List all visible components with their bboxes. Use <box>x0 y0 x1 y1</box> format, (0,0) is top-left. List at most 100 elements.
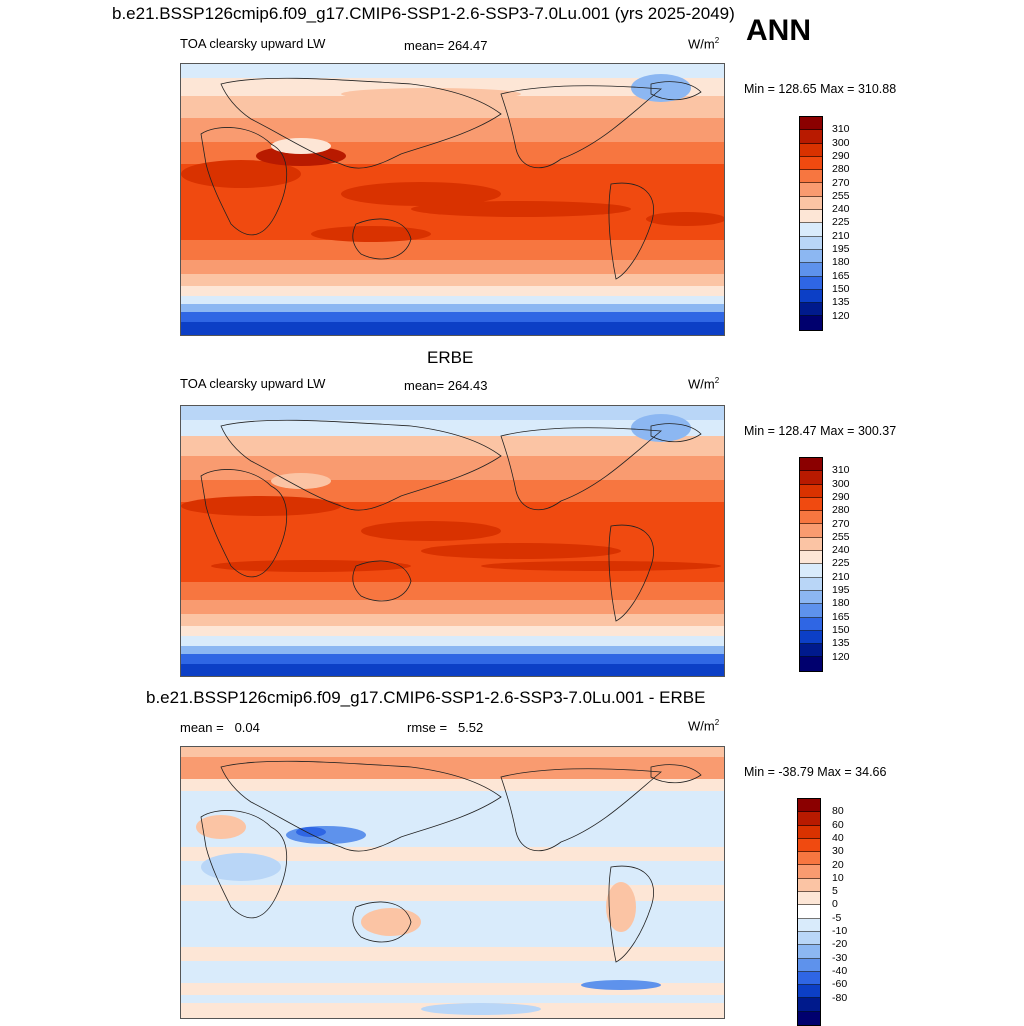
colorbar-block <box>800 617 822 631</box>
colorbar-block <box>798 945 820 959</box>
colorbar-tick-label: -30 <box>832 951 848 964</box>
colorbar-block <box>798 812 820 826</box>
panel-obs-minmax: Min = 128.47 Max = 300.37 <box>744 424 897 438</box>
colorbar-tick-label: 165 <box>832 610 850 623</box>
colorbar-block <box>798 825 820 839</box>
colorbar-tick-label: -60 <box>832 978 848 991</box>
panel-obs-title: ERBE <box>427 348 474 367</box>
colorbar-tick-label: 210 <box>832 229 850 242</box>
colorbar-block <box>798 878 820 893</box>
colorbar-tick-label: 270 <box>832 517 850 530</box>
panel-model-map <box>180 63 725 336</box>
panel-diff-map <box>180 746 725 1019</box>
colorbar-block <box>800 471 822 485</box>
colorbar-tick-label: -80 <box>832 991 848 1004</box>
colorbar-tick-label: 195 <box>832 243 850 255</box>
panel-obs-units: W/m2 <box>688 376 720 392</box>
colorbar-block <box>800 551 822 565</box>
panel-obs-map <box>180 405 725 677</box>
colorbar-tick-label: 135 <box>832 637 850 650</box>
colorbar-tick-label: 30 <box>832 845 844 858</box>
colorbar-block <box>800 117 822 131</box>
colorbar-tick-label: 300 <box>832 477 850 490</box>
colorbar-block <box>798 971 820 986</box>
colorbar-tick-label: 255 <box>832 530 850 543</box>
colorbar-tick-label: 310 <box>832 464 850 477</box>
colorbar-block <box>798 958 820 972</box>
colorbar-tick-label: 40 <box>832 831 844 844</box>
colorbar-tick-label: 180 <box>832 597 850 610</box>
colorbar-block <box>798 852 820 866</box>
colorbar-tick-label: -10 <box>832 925 848 937</box>
colorbar-block <box>800 276 822 290</box>
colorbar-block <box>800 130 822 144</box>
panel-model-mean: mean= 264.47 <box>404 38 488 53</box>
panel-obs-colorbar <box>799 457 823 672</box>
colorbar-tick-label: 280 <box>832 504 850 517</box>
colorbar-block <box>798 865 820 879</box>
colorbar-tick-label: 280 <box>832 163 850 176</box>
colorbar-block <box>800 644 822 658</box>
colorbar-block <box>800 183 822 197</box>
colorbar-block <box>798 838 820 853</box>
colorbar-tick-label: -40 <box>832 964 848 977</box>
colorbar-block <box>798 799 820 813</box>
colorbar-tick-label: 20 <box>832 858 844 871</box>
colorbar-block <box>800 577 822 591</box>
colorbar-tick-label: 10 <box>832 871 844 884</box>
colorbar-block <box>798 905 820 919</box>
panel-diff-minmax: Min = -38.79 Max = 34.66 <box>744 765 887 779</box>
colorbar-block <box>800 537 822 552</box>
colorbar-tick-label: -20 <box>832 938 848 951</box>
colorbar-tick-label: 5 <box>832 885 838 898</box>
colorbar-tick-label: 290 <box>832 490 850 503</box>
panel-diff-rmse: rmse = 5.52 <box>407 720 484 735</box>
colorbar-block <box>800 170 822 184</box>
colorbar-tick-label: 120 <box>832 650 850 663</box>
panel-model-colorbar <box>799 116 823 331</box>
panel-obs-variable: TOA clearsky upward LW <box>180 376 326 391</box>
colorbar-block <box>798 998 820 1012</box>
colorbar-tick-label: 255 <box>832 189 850 202</box>
colorbar-block <box>800 289 822 304</box>
colorbar-tick-label: 80 <box>832 805 844 818</box>
colorbar-tick-label: 0 <box>832 898 838 911</box>
colorbar-tick-label: 150 <box>832 623 850 636</box>
colorbar-block <box>798 931 820 946</box>
colorbar-tick-label: 300 <box>832 136 850 149</box>
colorbar-block <box>800 263 822 277</box>
colorbar-tick-label: 270 <box>832 176 850 189</box>
colorbar-tick-label: 165 <box>832 269 850 282</box>
colorbar-tick-label: -5 <box>832 911 842 924</box>
colorbar-block <box>800 196 822 211</box>
colorbar-block <box>800 236 822 250</box>
main-title: b.e21.BSSP126cmip6.f09_g17.CMIP6-SSP1-2.… <box>112 4 735 23</box>
colorbar-block <box>800 564 822 578</box>
panel-model-minmax: Min = 128.65 Max = 310.88 <box>744 82 897 96</box>
panel-diff-units: W/m2 <box>688 718 720 734</box>
colorbar-block <box>800 143 822 157</box>
colorbar-block <box>798 892 820 906</box>
colorbar-tick-label: 150 <box>832 282 850 295</box>
colorbar-tick-label: 225 <box>832 557 850 570</box>
colorbar-block <box>800 249 822 264</box>
panel-diff-mean: mean = 0.04 <box>180 720 260 735</box>
colorbar-tick-label: 210 <box>832 570 850 583</box>
colorbar-block <box>800 630 822 645</box>
colorbar-block <box>798 985 820 999</box>
colorbar-block <box>800 303 822 317</box>
panel-model-units: W/m2 <box>688 36 720 52</box>
colorbar-tick-label: 60 <box>832 818 844 831</box>
colorbar-block <box>800 524 822 538</box>
colorbar-block <box>800 604 822 618</box>
colorbar-block <box>800 590 822 605</box>
colorbar-block <box>800 511 822 525</box>
panel-diff-colorbar <box>797 798 821 1026</box>
colorbar-block <box>800 316 822 330</box>
colorbar-block <box>800 484 822 498</box>
colorbar-tick-label: 240 <box>832 544 850 557</box>
colorbar-tick-label: 240 <box>832 203 850 216</box>
panel-diff-title: b.e21.BSSP126cmip6.f09_g17.CMIP6-SSP1-2.… <box>146 688 706 707</box>
colorbar-block <box>800 657 822 671</box>
panel-obs-mean: mean= 264.43 <box>404 378 488 393</box>
